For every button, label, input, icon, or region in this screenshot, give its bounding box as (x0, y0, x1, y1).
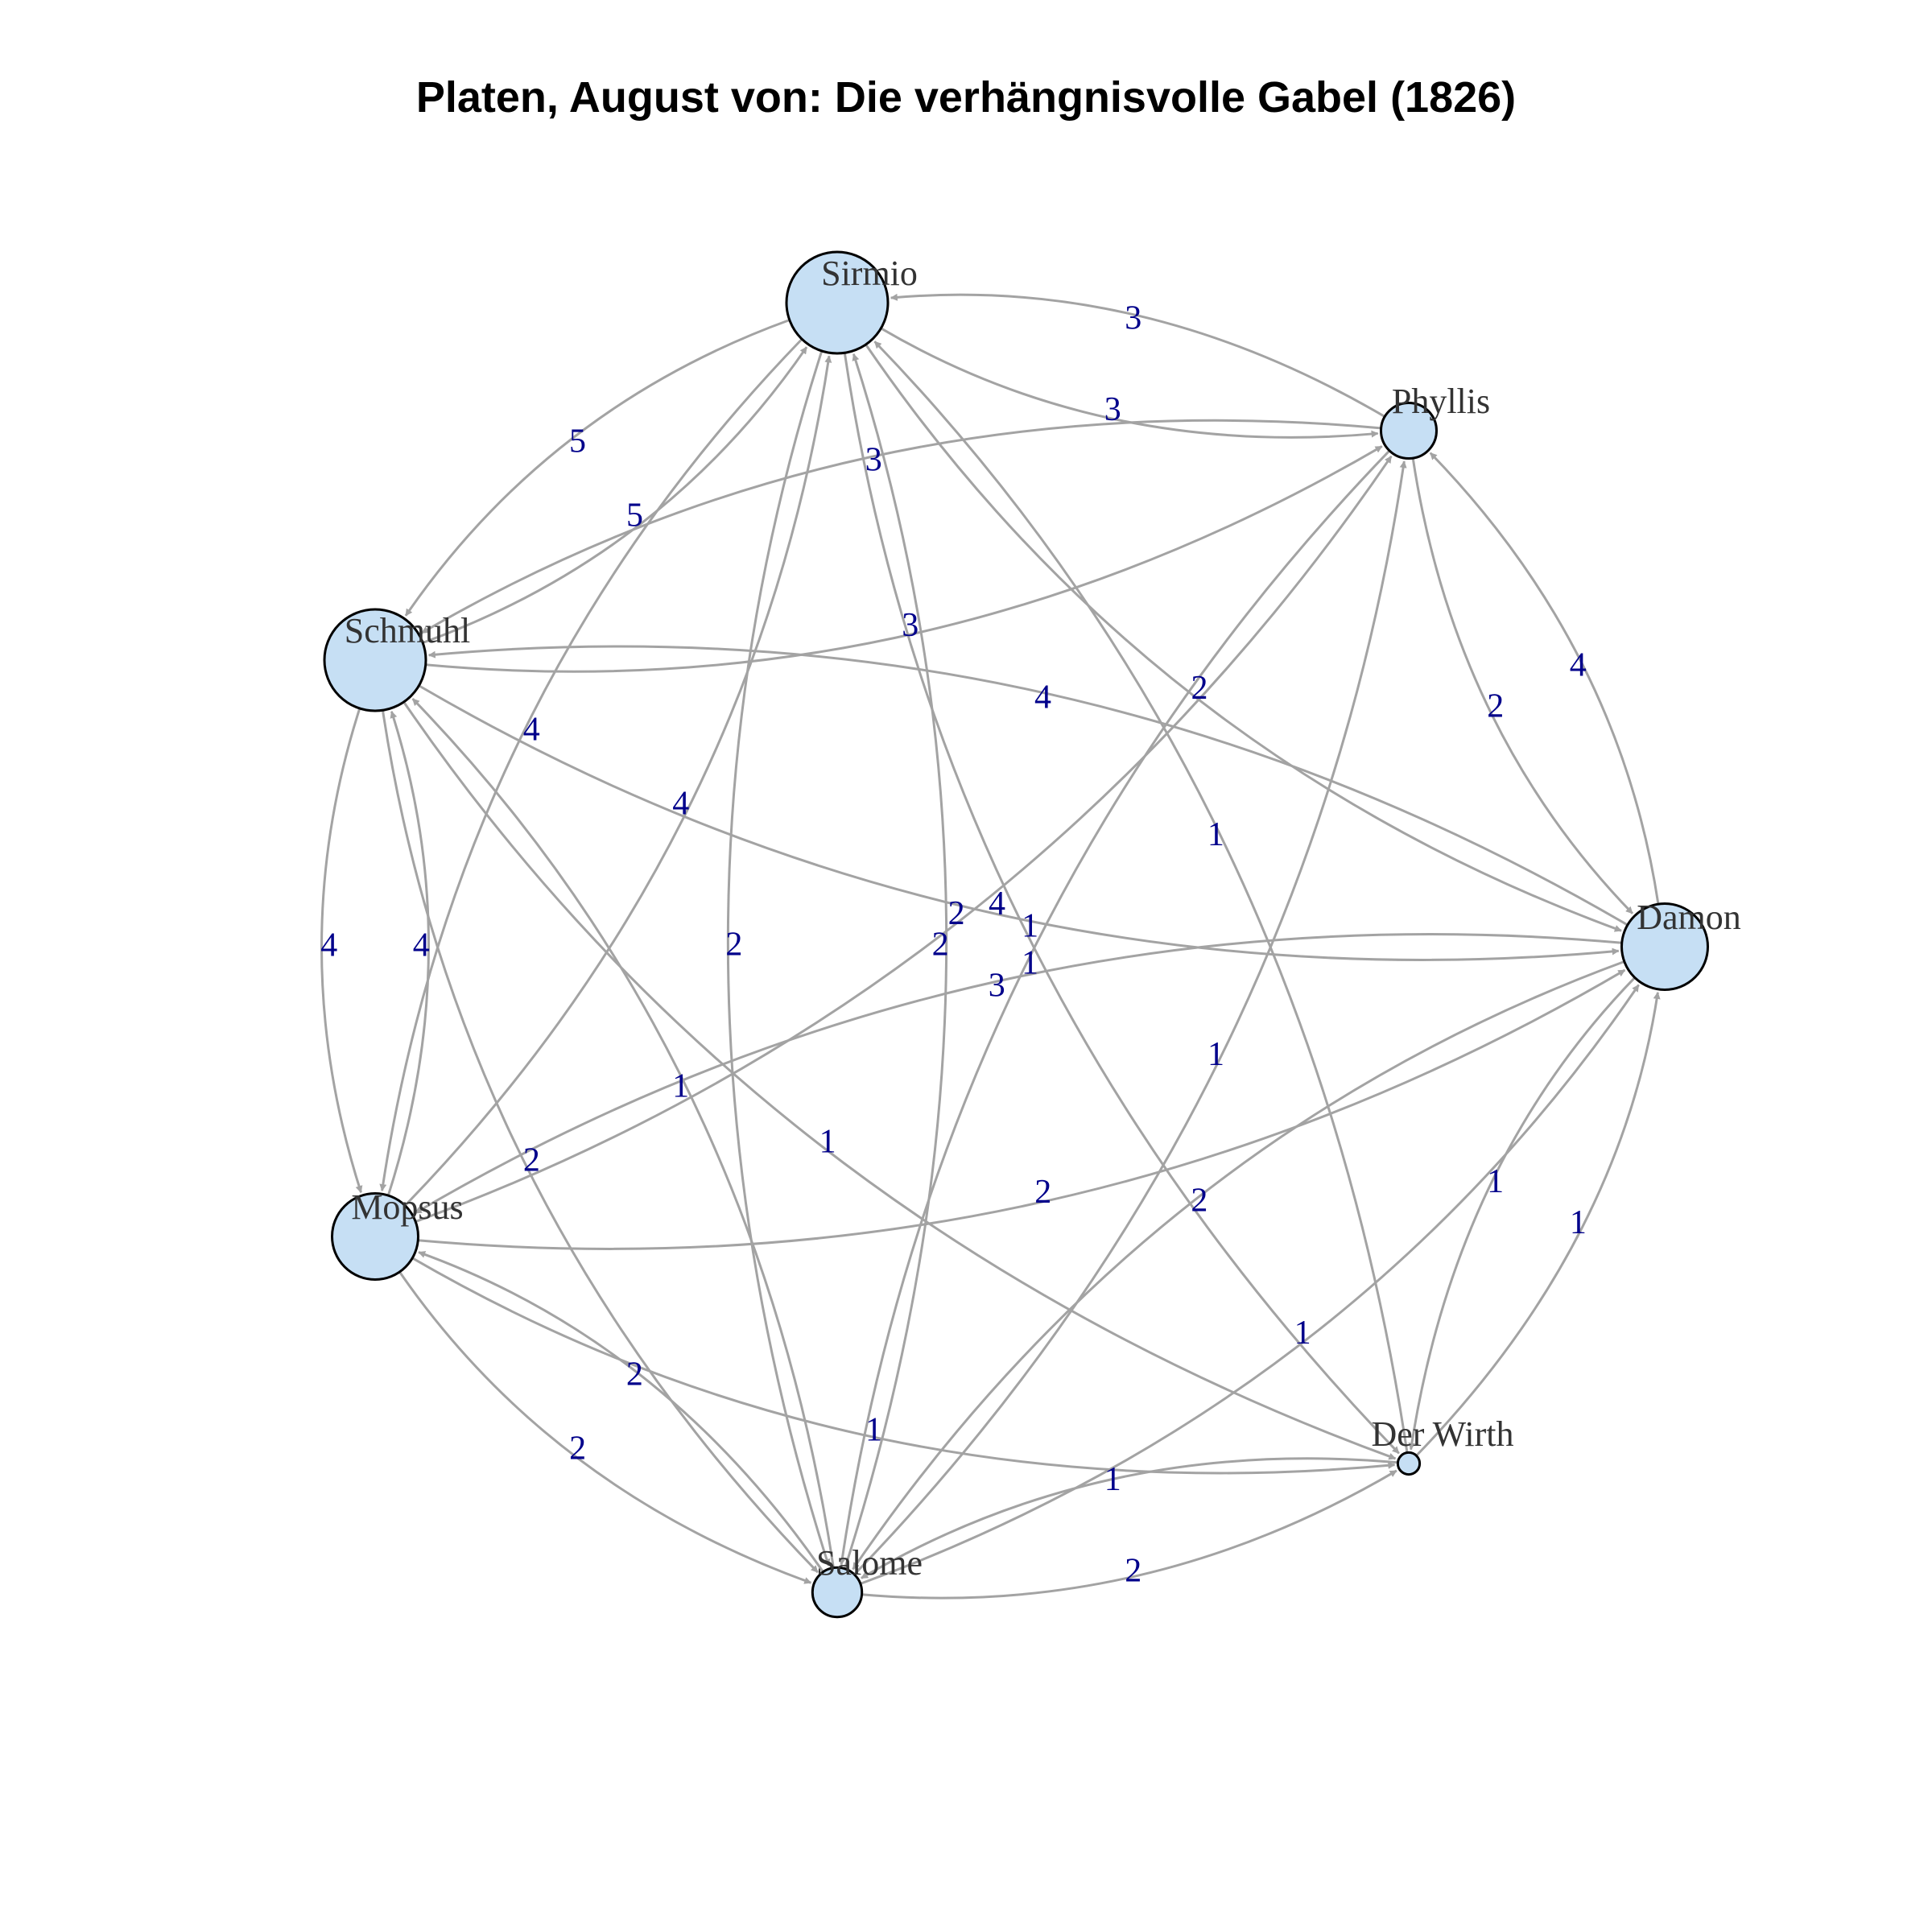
edge-schmuhl-to-phyllis (425, 445, 1383, 673)
node-phyllis (1380, 402, 1438, 460)
edge-weight-sirmio-to-schmuhl: 5 (569, 423, 586, 460)
edge-damon-to-schmuhl (427, 645, 1629, 927)
edge-weight-schmuhl-to-damon: 4 (989, 886, 1005, 923)
node-label-phyllis: Phyllis (1392, 382, 1490, 421)
edge-salome-to-phyllis (853, 460, 1407, 1575)
edge-schmuhl-to-sirmio (422, 346, 808, 644)
node-derwirth (1396, 1451, 1422, 1476)
edge-weight-damon-to-schmuhl: 4 (1034, 679, 1051, 716)
node-sirmio (785, 250, 890, 355)
edges-layer (320, 293, 1661, 1600)
edge-schmuhl-to-mopsus (320, 708, 363, 1194)
edge-damon-to-salome (852, 960, 1625, 1571)
edge-salome-to-schmuhl (411, 698, 835, 1568)
edge-weight-mopsus-to-salome: 2 (569, 1430, 586, 1468)
edge-weight-mopsus-to-damon: 2 (1034, 1174, 1051, 1211)
edge-weight-salome-to-damon: 1 (1294, 1315, 1311, 1352)
edge-phyllis-to-damon (1411, 457, 1634, 914)
edge-sirmio-to-damon (865, 344, 1622, 932)
edge-weight-phyllis-to-salome: 1 (1022, 944, 1038, 981)
edge-salome-to-derwirth (861, 1469, 1397, 1600)
edge-weight-mopsus-to-sirmio: 4 (672, 786, 689, 823)
node-label-salome: Salome (816, 1543, 923, 1583)
edge-weight-sirmio-to-derwirth: 1 (1022, 907, 1038, 944)
nodes-layer: Sirmio Phyllis Schmuhl Damon Mopsus Der Wirth… (323, 250, 1741, 1619)
edge-weight-schmuhl-to-phyllis: 3 (902, 607, 919, 644)
edge-damon-to-phyllis (1429, 452, 1660, 905)
edge-weight-sirmio-to-mopsus: 4 (523, 712, 540, 749)
edge-weight-phyllis-to-sirmio: 3 (1125, 299, 1141, 336)
node-label-mopsus: Mopsus (351, 1187, 463, 1227)
node-label-damon: Damon (1637, 898, 1741, 937)
edge-derwirth-to-damon (1415, 991, 1661, 1457)
edge-weight-mopsus-to-derwirth: 1 (865, 1411, 882, 1448)
edge-weight-damon-to-mopsus: 3 (989, 967, 1005, 1004)
edge-derwirth-to-salome (861, 1457, 1398, 1579)
edge-weight-schmuhl-to-derwirth: 1 (819, 1123, 836, 1160)
edge-weight-sirmio-to-damon: 2 (1191, 670, 1208, 707)
edge-weight-sirmio-to-phyllis: 3 (1104, 391, 1121, 428)
node-schmuhl (323, 608, 427, 712)
edge-derwirth-to-sirmio (873, 341, 1409, 1453)
edge-salome-to-damon (860, 984, 1640, 1585)
edge-mopsus-to-damon (418, 968, 1626, 1250)
node-mopsus (331, 1192, 419, 1281)
edge-salome-to-sirmio (843, 353, 948, 1570)
graph-title: Platen, August von: Die verhängnisvolle … (415, 73, 1517, 122)
edge-mopsus-to-phyllis (415, 455, 1393, 1223)
edge-weight-salome-to-mopsus: 2 (626, 1356, 643, 1393)
edge-mopsus-to-derwirth (411, 1257, 1396, 1475)
edge-damon-to-mopsus (414, 933, 1622, 1215)
edge-sirmio-to-schmuhl (404, 319, 791, 617)
node-label-derwirth: Der Wirth (1371, 1414, 1513, 1454)
edge-sirmio-to-salome (726, 350, 831, 1567)
node-label-sirmio: Sirmio (821, 254, 918, 293)
edge-phyllis-to-sirmio (890, 293, 1385, 418)
edge-weight-phyllis-to-schmuhl: 3 (865, 441, 882, 478)
edge-sirmio-to-derwirth (843, 353, 1400, 1455)
edge-weight-salome-to-schmuhl: 1 (672, 1068, 689, 1105)
edge-weight-mopsus-to-schmuhl: 4 (413, 927, 430, 964)
edge-weight-mopsus-to-phyllis: 2 (948, 895, 965, 932)
edge-schmuhl-to-salome (381, 710, 819, 1574)
edge-mopsus-to-sirmio (404, 355, 832, 1207)
node-damon (1620, 902, 1709, 991)
edge-sirmio-to-mopsus (379, 338, 803, 1192)
edge-mopsus-to-schmuhl (386, 710, 430, 1196)
edge-sirmio-to-phyllis (880, 327, 1379, 439)
edge-schmuhl-to-derwirth (402, 701, 1397, 1460)
edge-weight-schmuhl-to-salome: 2 (523, 1142, 540, 1179)
edge-damon-to-derwirth (1408, 976, 1636, 1451)
edge-schmuhl-to-damon (418, 684, 1620, 961)
edge-phyllis-to-schmuhl (421, 419, 1381, 634)
edge-weight-damon-to-salome: 2 (1191, 1182, 1208, 1219)
edge-weight-schmuhl-to-mopsus: 4 (320, 927, 337, 964)
edge-weight-salome-to-phyllis: 1 (1208, 1036, 1224, 1073)
node-label-schmuhl: Schmuhl (345, 611, 470, 650)
edge-weight-damon-to-phyllis: 4 (1570, 647, 1587, 684)
edge-weight-phyllis-to-damon: 2 (1487, 688, 1504, 725)
node-salome (811, 1566, 864, 1619)
edge-weight-sirmio-to-salome: 2 (725, 927, 742, 964)
edge-weight-derwirth-to-damon: 1 (1570, 1204, 1587, 1241)
edge-weight-damon-to-derwirth: 1 (1487, 1163, 1504, 1200)
edge-salome-to-mopsus (418, 1251, 824, 1573)
edge-weight-salome-to-derwirth: 2 (1125, 1552, 1141, 1589)
edge-mopsus-to-salome (398, 1271, 812, 1584)
edge-phyllis-to-salome (838, 449, 1391, 1566)
edge-weight-salome-to-sirmio: 2 (932, 927, 949, 964)
edge-weight-schmuhl-to-sirmio: 5 (626, 497, 643, 535)
edge-weight-derwirth-to-sirmio: 1 (1208, 816, 1224, 853)
edge-weight-derwirth-to-salome: 1 (1104, 1461, 1121, 1498)
